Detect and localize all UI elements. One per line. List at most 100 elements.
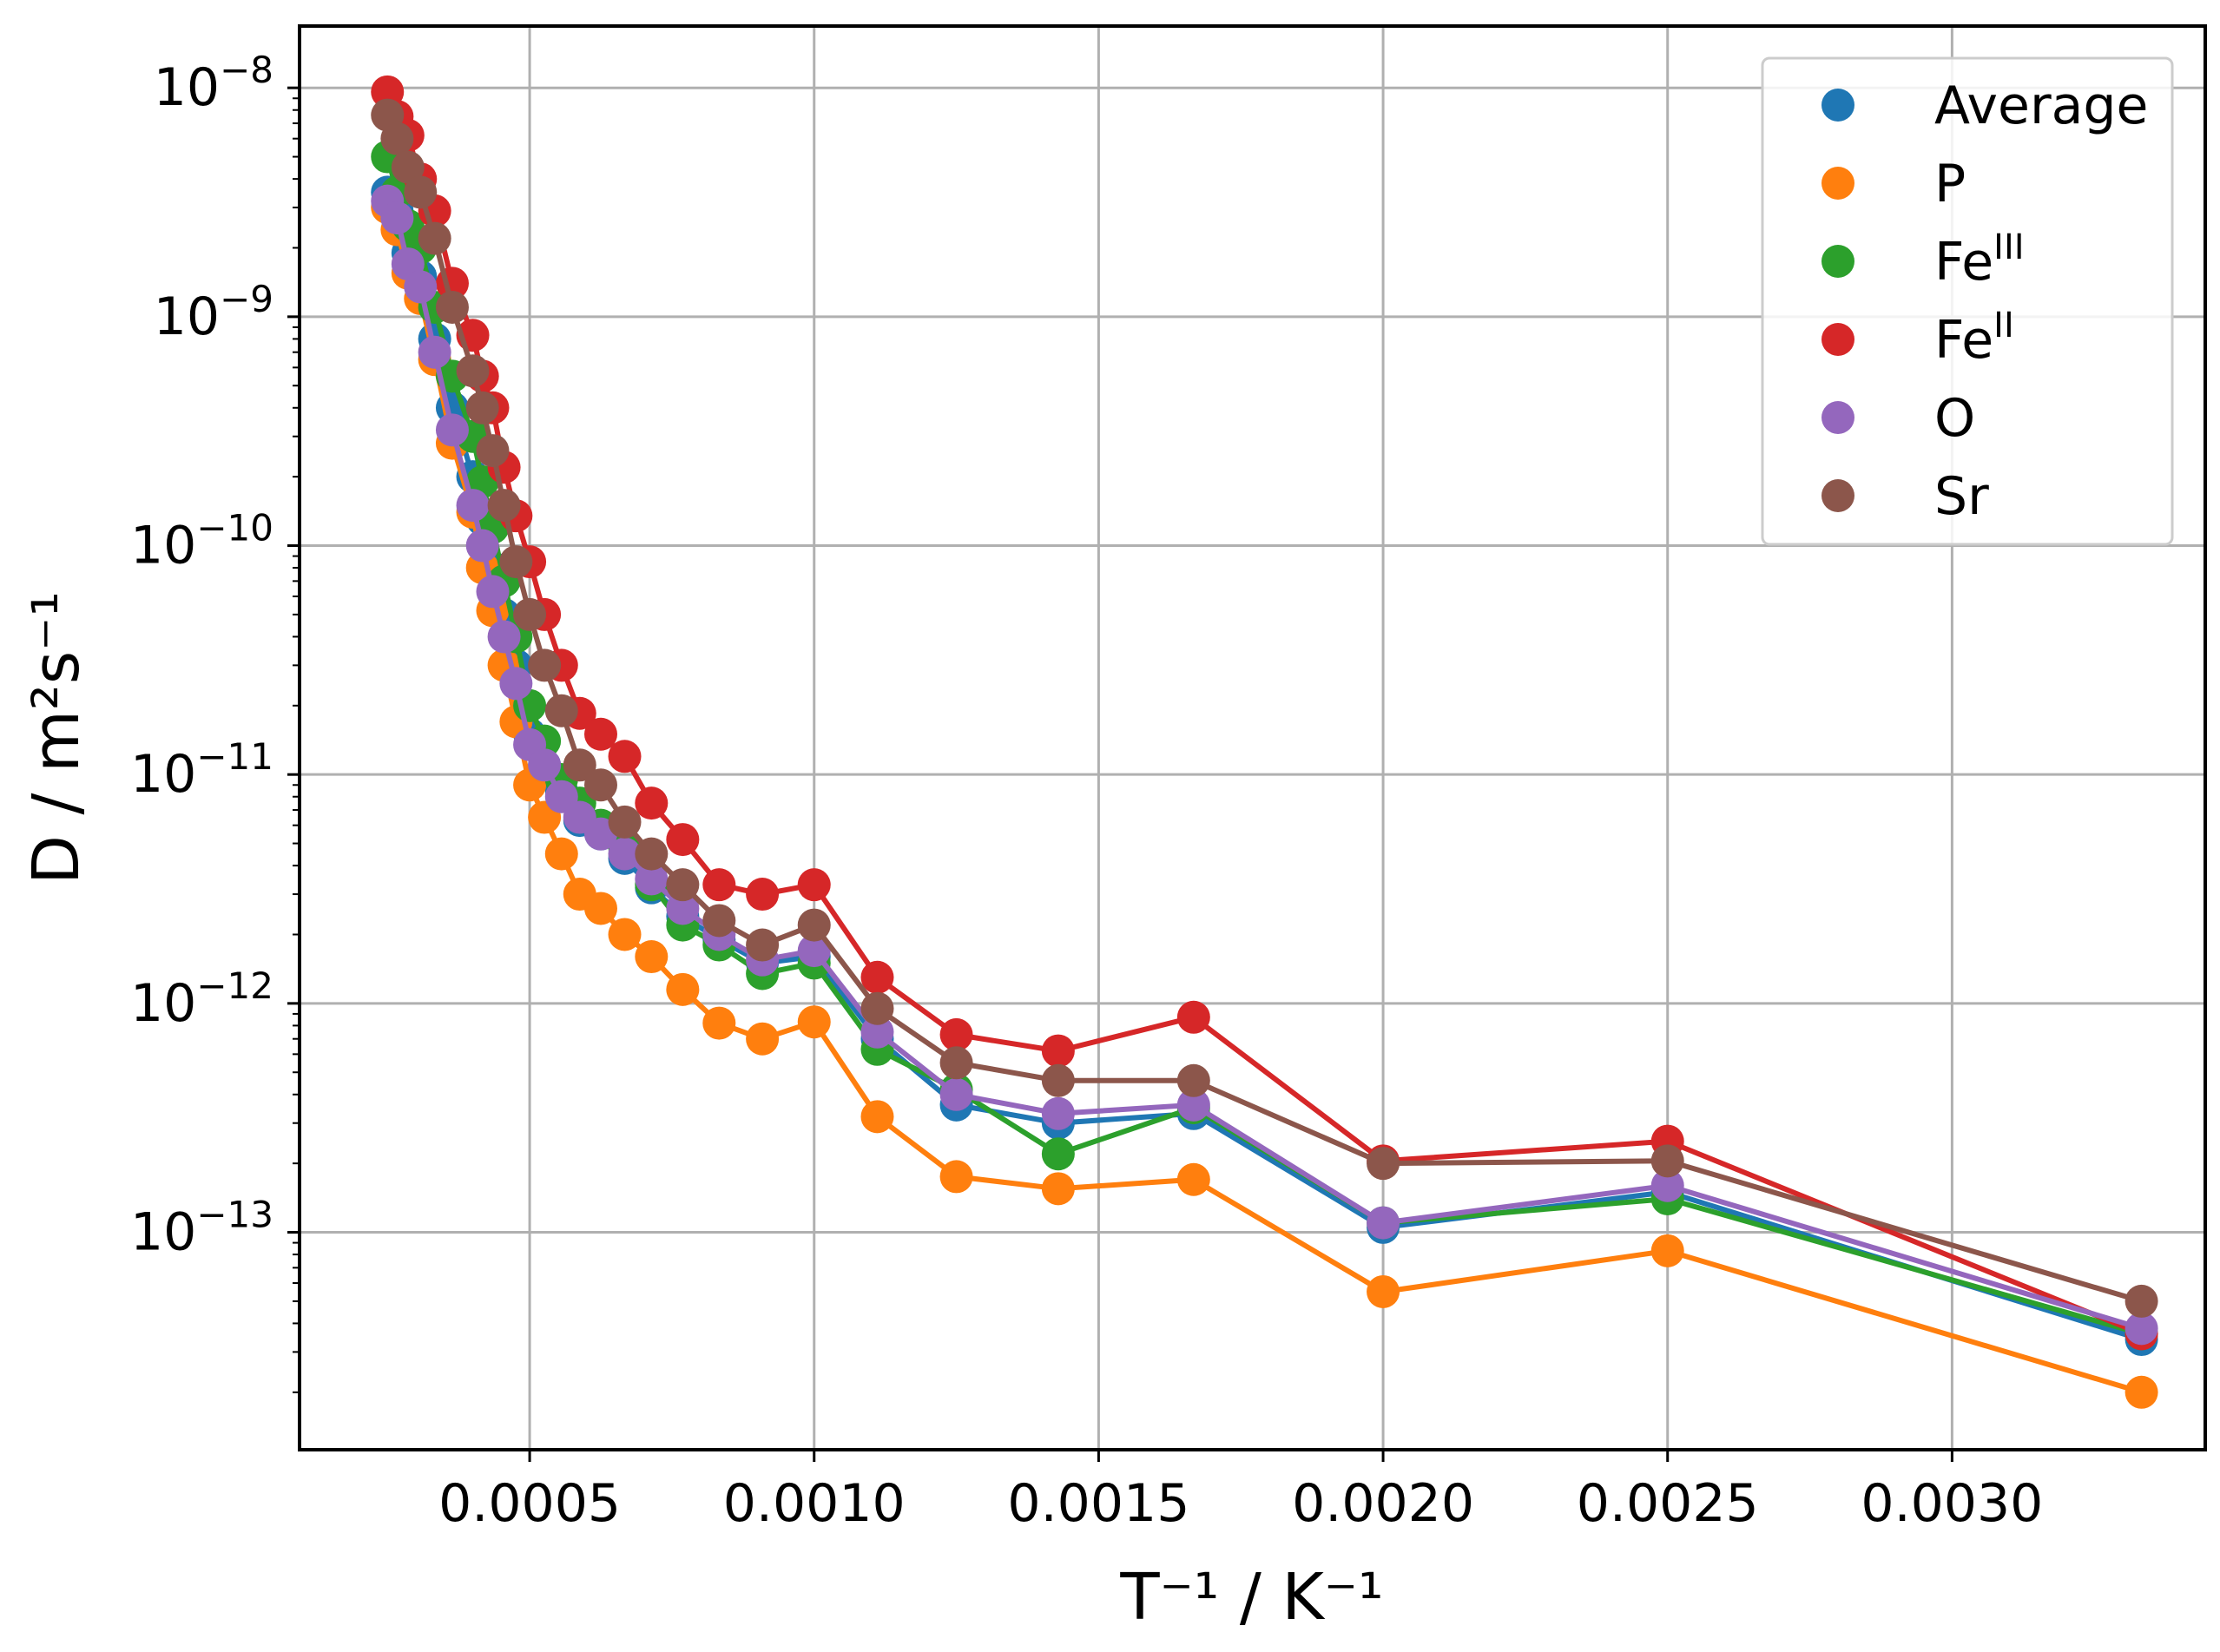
data-point bbox=[635, 787, 669, 820]
series-sr bbox=[371, 98, 2158, 1318]
legend-label: FeII bbox=[1934, 306, 2014, 371]
legend-label-base: P bbox=[1934, 154, 1966, 214]
data-point bbox=[487, 489, 521, 523]
data-point bbox=[456, 354, 490, 388]
y-tick-base: 10 bbox=[130, 744, 196, 805]
y-tick-base: 10 bbox=[130, 1202, 196, 1263]
data-point bbox=[583, 892, 617, 925]
data-point bbox=[1650, 1144, 1684, 1178]
data-point bbox=[939, 1077, 973, 1111]
data-point bbox=[1367, 1206, 1400, 1240]
x-tick-label: 0.0010 bbox=[723, 1473, 906, 1534]
x-tick-label: 0.0015 bbox=[1007, 1473, 1189, 1534]
x-tick-label: 0.0005 bbox=[438, 1473, 621, 1534]
y-tick-base: 10 bbox=[130, 516, 196, 576]
data-point bbox=[544, 694, 578, 727]
data-point bbox=[528, 748, 562, 782]
data-point bbox=[1041, 1063, 1075, 1097]
y-tick-exponent: −13 bbox=[196, 1194, 273, 1236]
data-point bbox=[456, 489, 490, 523]
legend-marker bbox=[1821, 245, 1854, 278]
y-tick-label: 10−9 bbox=[154, 278, 273, 347]
data-point bbox=[797, 908, 831, 942]
legend-label-base: Average bbox=[1934, 76, 2148, 136]
data-point bbox=[1367, 1274, 1400, 1308]
legend-label-superscript: II bbox=[1993, 306, 2014, 346]
y-axis-label: D / m²s⁻¹ bbox=[19, 591, 94, 885]
data-point bbox=[418, 221, 451, 255]
y-tick-label: 10−13 bbox=[130, 1194, 273, 1263]
legend-label-base: Sr bbox=[1934, 466, 1989, 527]
data-point bbox=[476, 434, 510, 468]
x-axis-label: T⁻¹ / K⁻¹ bbox=[1119, 1560, 1383, 1635]
data-point bbox=[1176, 1063, 1210, 1097]
legend-label-base: O bbox=[1934, 388, 1975, 449]
data-point bbox=[1650, 1168, 1684, 1202]
data-point bbox=[487, 620, 521, 654]
data-point bbox=[418, 335, 451, 369]
legend-item: FeII bbox=[1821, 306, 2014, 371]
y-tick-exponent: −11 bbox=[196, 735, 273, 778]
legend-label-base: Fe bbox=[1934, 310, 1993, 371]
legend-box bbox=[1761, 56, 2174, 546]
data-point bbox=[1650, 1234, 1684, 1267]
data-point bbox=[2124, 1375, 2158, 1409]
data-point bbox=[2124, 1312, 2158, 1346]
data-point bbox=[746, 1022, 780, 1056]
data-point bbox=[939, 1046, 973, 1080]
data-point bbox=[797, 934, 831, 968]
data-point bbox=[499, 667, 533, 701]
data-point bbox=[435, 290, 469, 324]
data-point bbox=[1176, 1162, 1210, 1196]
data-point bbox=[746, 878, 780, 912]
data-point bbox=[797, 1005, 831, 1039]
data-point bbox=[404, 175, 438, 209]
data-point bbox=[404, 270, 438, 304]
legend-marker bbox=[1821, 401, 1854, 434]
data-point bbox=[1041, 1172, 1075, 1206]
series-layer bbox=[371, 75, 2158, 1409]
data-point bbox=[1041, 1137, 1075, 1171]
data-point bbox=[513, 597, 547, 631]
data-point bbox=[860, 960, 894, 994]
data-point bbox=[465, 391, 499, 425]
data-point bbox=[1176, 1088, 1210, 1122]
legend-item: FeIII bbox=[1821, 227, 2025, 293]
y-tick-base: 10 bbox=[154, 57, 220, 118]
data-point bbox=[499, 545, 533, 579]
data-point bbox=[635, 940, 669, 974]
data-point bbox=[608, 740, 642, 773]
y-tick-exponent: −12 bbox=[196, 964, 273, 1007]
data-point bbox=[563, 748, 596, 782]
data-point bbox=[860, 991, 894, 1025]
y-tick-label: 10−12 bbox=[130, 964, 273, 1034]
legend-label: Average bbox=[1934, 76, 2148, 136]
data-point bbox=[608, 805, 642, 839]
data-point bbox=[2124, 1284, 2158, 1318]
data-point bbox=[635, 837, 669, 871]
data-point bbox=[666, 868, 700, 902]
data-point bbox=[608, 918, 642, 951]
legend-marker bbox=[1821, 89, 1854, 122]
data-point bbox=[797, 868, 831, 902]
legend-item: Sr bbox=[1821, 466, 1989, 527]
data-point bbox=[465, 529, 499, 563]
data-point bbox=[746, 928, 780, 962]
axes-frame bbox=[298, 24, 2207, 1451]
data-point bbox=[666, 823, 700, 857]
x-tick-label: 0.0030 bbox=[1861, 1473, 2043, 1534]
data-point bbox=[476, 575, 510, 609]
y-tick-base: 10 bbox=[154, 286, 220, 347]
legend-marker bbox=[1821, 323, 1854, 356]
y-tick-label: 10−11 bbox=[130, 735, 273, 805]
legend-marker bbox=[1821, 167, 1854, 200]
data-point bbox=[666, 892, 700, 925]
data-point bbox=[1176, 1000, 1210, 1034]
data-point bbox=[702, 904, 736, 938]
legend-label-base: Fe bbox=[1934, 232, 1993, 293]
grid-lines bbox=[300, 26, 2205, 1450]
data-point bbox=[635, 862, 669, 896]
legend-label: FeIII bbox=[1934, 227, 2025, 293]
